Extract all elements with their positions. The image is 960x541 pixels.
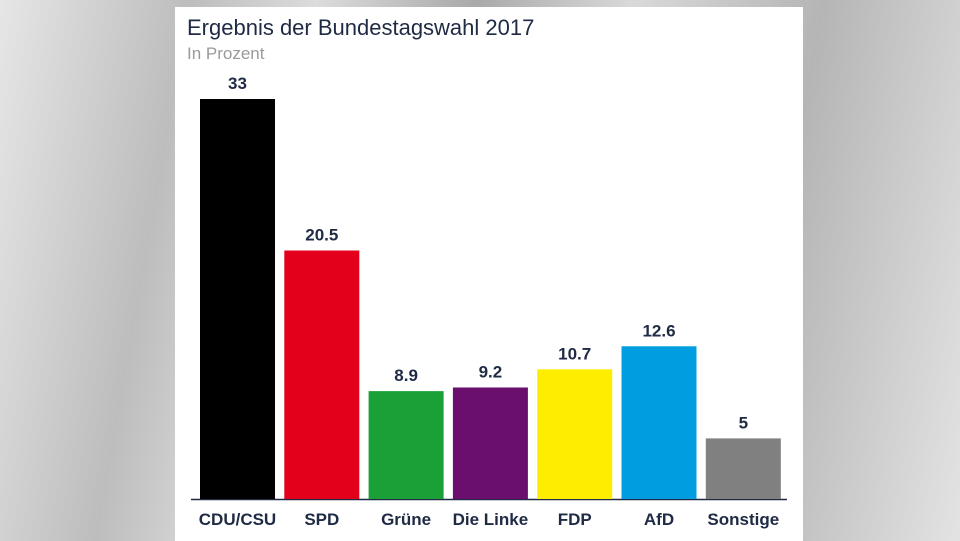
bar-6: [705, 438, 781, 499]
bar-value-label: 8.9: [394, 366, 418, 385]
bar-chart: 33 CDU/CSU 20.5 SPD 8.9 Grüne 9.2 Die Linke 10.7…: [191, 74, 787, 529]
bar-value-label: 5: [739, 413, 748, 432]
bar-value-label: 20.5: [305, 226, 338, 245]
bar-3: [452, 387, 528, 499]
chart-subtitle: In Prozent: [187, 44, 265, 63]
bar-value-label: 33: [228, 74, 247, 93]
category-label: AfD: [644, 510, 674, 529]
category-label: Sonstige: [707, 510, 779, 529]
category-label: Die Linke: [453, 510, 529, 529]
chart-card: Ergebnis der Bundestagswahl 2017 In Proz…: [175, 7, 803, 541]
bar-value-label: 12.6: [642, 321, 675, 340]
bar-4: [537, 369, 613, 499]
category-label: SPD: [304, 510, 339, 529]
bar-2: [368, 391, 444, 499]
bar-5: [621, 346, 697, 499]
bar-0: [200, 99, 275, 499]
bar-value-label: 10.7: [558, 344, 591, 363]
chart-title: Ergebnis der Bundestagswahl 2017: [187, 15, 535, 40]
category-label: FDP: [558, 510, 592, 529]
bar-value-label: 9.2: [479, 362, 503, 381]
category-label: CDU/CSU: [199, 510, 276, 529]
bar-1: [284, 250, 360, 499]
category-label: Grüne: [381, 510, 431, 529]
